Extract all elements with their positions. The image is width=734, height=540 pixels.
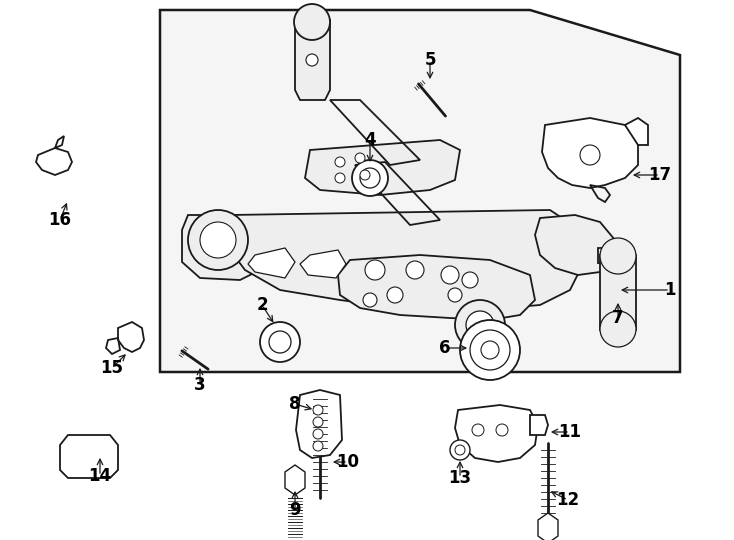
Text: 15: 15 xyxy=(101,359,123,377)
Circle shape xyxy=(600,238,636,274)
Circle shape xyxy=(335,157,345,167)
Circle shape xyxy=(455,300,505,350)
Text: 14: 14 xyxy=(88,467,112,485)
Polygon shape xyxy=(296,390,342,458)
Text: 10: 10 xyxy=(336,453,360,471)
Circle shape xyxy=(455,445,465,455)
Circle shape xyxy=(406,261,424,279)
Polygon shape xyxy=(300,250,346,278)
Circle shape xyxy=(466,311,494,339)
Text: 4: 4 xyxy=(364,131,376,149)
Circle shape xyxy=(360,170,370,180)
Circle shape xyxy=(360,168,380,188)
Polygon shape xyxy=(530,415,548,435)
Circle shape xyxy=(441,266,459,284)
Polygon shape xyxy=(285,465,305,495)
Text: 3: 3 xyxy=(195,376,206,394)
Polygon shape xyxy=(455,405,538,462)
Circle shape xyxy=(470,330,510,370)
Text: 12: 12 xyxy=(556,491,580,509)
Circle shape xyxy=(335,173,345,183)
Polygon shape xyxy=(598,248,626,263)
Circle shape xyxy=(352,160,388,196)
Polygon shape xyxy=(542,118,638,188)
Polygon shape xyxy=(538,513,558,540)
Circle shape xyxy=(294,4,330,40)
Circle shape xyxy=(365,260,385,280)
Circle shape xyxy=(481,341,499,359)
Polygon shape xyxy=(600,255,636,330)
Polygon shape xyxy=(248,248,295,278)
Circle shape xyxy=(600,311,636,347)
Circle shape xyxy=(472,424,484,436)
Circle shape xyxy=(450,440,470,460)
Polygon shape xyxy=(338,255,535,320)
Polygon shape xyxy=(182,215,270,280)
Circle shape xyxy=(269,331,291,353)
Text: 7: 7 xyxy=(612,309,624,327)
Circle shape xyxy=(313,417,323,427)
Text: 9: 9 xyxy=(289,501,301,519)
Circle shape xyxy=(313,405,323,415)
Circle shape xyxy=(460,320,520,380)
Polygon shape xyxy=(230,210,585,310)
Polygon shape xyxy=(535,215,615,275)
Circle shape xyxy=(355,153,365,163)
Polygon shape xyxy=(36,148,72,175)
Text: 11: 11 xyxy=(559,423,581,441)
Text: 17: 17 xyxy=(648,166,672,184)
Circle shape xyxy=(306,54,318,66)
Text: 1: 1 xyxy=(664,281,676,299)
Polygon shape xyxy=(295,20,330,100)
Text: 8: 8 xyxy=(289,395,301,413)
Circle shape xyxy=(363,293,377,307)
Circle shape xyxy=(462,272,478,288)
Text: 13: 13 xyxy=(448,469,471,487)
Text: 2: 2 xyxy=(256,296,268,314)
Polygon shape xyxy=(625,118,648,145)
Circle shape xyxy=(200,222,236,258)
Polygon shape xyxy=(160,10,680,372)
Polygon shape xyxy=(60,435,118,478)
Circle shape xyxy=(313,429,323,439)
Circle shape xyxy=(260,322,300,362)
Circle shape xyxy=(188,210,248,270)
Circle shape xyxy=(496,424,508,436)
Text: 16: 16 xyxy=(48,211,71,229)
Polygon shape xyxy=(305,140,460,195)
Text: 5: 5 xyxy=(424,51,436,69)
Circle shape xyxy=(448,288,462,302)
Text: 6: 6 xyxy=(439,339,451,357)
Circle shape xyxy=(387,287,403,303)
Circle shape xyxy=(580,145,600,165)
Polygon shape xyxy=(118,322,144,352)
Circle shape xyxy=(313,441,323,451)
